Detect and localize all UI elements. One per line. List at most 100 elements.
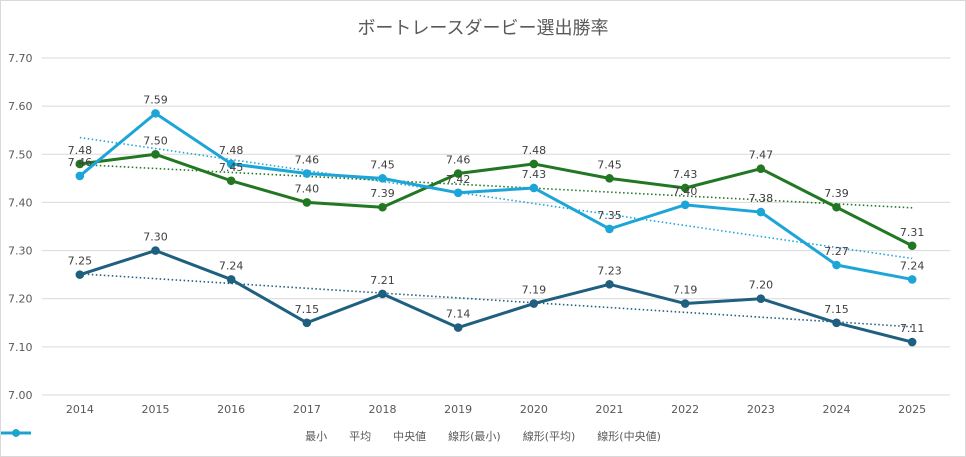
data-label: 7.40 xyxy=(673,185,698,198)
data-label: 7.15 xyxy=(295,303,320,316)
data-point xyxy=(453,188,463,198)
data-point xyxy=(529,159,539,169)
data-point xyxy=(226,275,236,284)
data-label: 7.21 xyxy=(370,274,395,287)
data-label: 7.46 xyxy=(68,156,93,169)
data-point xyxy=(680,183,690,193)
data-point xyxy=(680,299,690,308)
data-point xyxy=(605,224,614,234)
data-point xyxy=(378,289,387,299)
y-tick-label: 7.10 xyxy=(8,341,33,354)
data-point xyxy=(75,171,85,181)
data-label: 7.42 xyxy=(446,173,471,186)
y-tick-label: 7.20 xyxy=(8,293,33,306)
data-label: 7.43 xyxy=(673,168,698,181)
data-label: 7.31 xyxy=(900,226,925,239)
data-point xyxy=(832,202,841,212)
data-label: 7.47 xyxy=(749,149,774,162)
data-label: 7.45 xyxy=(597,158,622,171)
data-point xyxy=(302,318,312,328)
data-point xyxy=(907,337,917,347)
legend-item: 最小 xyxy=(1,428,328,444)
data-point xyxy=(302,169,312,178)
data-point xyxy=(832,318,841,328)
legend-label: 最小 xyxy=(305,430,328,443)
data-label: 7.24 xyxy=(900,259,925,272)
y-tick-label: 7.70 xyxy=(8,52,33,65)
data-label: 7.30 xyxy=(143,231,168,244)
series-line xyxy=(78,111,913,281)
legend-item: 線形(平均) xyxy=(1,428,575,444)
data-label: 7.38 xyxy=(749,192,774,205)
legend-item: 線形(最小) xyxy=(1,428,501,444)
data-label: 7.19 xyxy=(522,284,547,297)
x-tick-label: 2014 xyxy=(66,403,94,416)
y-tick-label: 7.00 xyxy=(8,389,33,402)
data-point xyxy=(529,183,539,193)
y-tick-label: 7.40 xyxy=(8,196,33,209)
x-tick-label: 2021 xyxy=(596,403,624,416)
trendline xyxy=(79,273,913,328)
legend-label: 中央値 xyxy=(393,430,427,443)
data-point xyxy=(907,275,917,284)
data-point xyxy=(75,270,85,279)
x-tick-label: 2020 xyxy=(520,403,548,416)
x-tick-label: 2017 xyxy=(293,403,321,416)
data-point xyxy=(75,159,85,169)
data-label: 7.24 xyxy=(219,259,244,272)
x-tick-label: 2023 xyxy=(747,403,775,416)
data-point xyxy=(226,176,236,186)
data-label: 7.45 xyxy=(370,158,395,171)
data-point xyxy=(453,169,463,178)
data-point xyxy=(302,198,312,207)
x-tick-label: 2015 xyxy=(142,403,170,416)
data-label: 7.39 xyxy=(824,187,849,200)
data-point xyxy=(680,200,690,210)
data-label: 7.19 xyxy=(673,284,698,297)
data-label: 7.48 xyxy=(219,144,244,157)
legend-label: 線形(最小) xyxy=(448,430,501,443)
chart-title: ボートレースダービー選出勝率 xyxy=(357,18,609,39)
data-label: 7.50 xyxy=(143,134,168,147)
x-tick-label: 2019 xyxy=(444,403,472,416)
data-point xyxy=(151,149,160,159)
data-point xyxy=(756,207,766,217)
legend-item: 平均 xyxy=(1,428,372,444)
legend-label: 平均 xyxy=(349,430,372,443)
data-label: 7.39 xyxy=(370,187,395,200)
data-label: 7.23 xyxy=(597,264,622,277)
data-label: 7.46 xyxy=(446,154,471,167)
trendline xyxy=(79,163,913,209)
y-tick-label: 7.30 xyxy=(8,245,33,258)
legend-dotted-line-icon xyxy=(1,432,31,434)
data-point xyxy=(605,279,614,289)
data-label: 7.43 xyxy=(522,168,547,181)
y-tick-label: 7.50 xyxy=(8,148,33,161)
data-point xyxy=(151,246,160,255)
data-label: 7.20 xyxy=(749,279,774,292)
data-label: 7.48 xyxy=(522,144,547,157)
y-tick-label: 7.60 xyxy=(8,100,33,113)
data-point xyxy=(378,202,387,212)
x-tick-label: 2025 xyxy=(898,403,926,416)
data-point xyxy=(151,109,160,118)
data-point xyxy=(378,174,387,183)
data-point xyxy=(832,260,841,270)
data-point xyxy=(756,294,766,304)
data-point xyxy=(756,164,766,174)
x-tick-label: 2018 xyxy=(369,403,397,416)
series-line xyxy=(79,249,913,344)
data-point xyxy=(605,174,614,183)
series-line xyxy=(79,152,913,248)
legend-label: 線形(中央値) xyxy=(597,430,661,443)
x-tick-label: 2016 xyxy=(217,403,245,416)
data-label: 7.48 xyxy=(68,144,93,157)
legend-item: 線形(中央値) xyxy=(1,428,661,444)
data-label: 7.45 xyxy=(219,161,244,174)
data-label: 7.14 xyxy=(446,308,471,321)
data-label: 7.11 xyxy=(900,322,925,335)
data-label: 7.59 xyxy=(143,93,168,106)
data-point xyxy=(226,159,236,169)
data-label: 7.15 xyxy=(824,303,849,316)
